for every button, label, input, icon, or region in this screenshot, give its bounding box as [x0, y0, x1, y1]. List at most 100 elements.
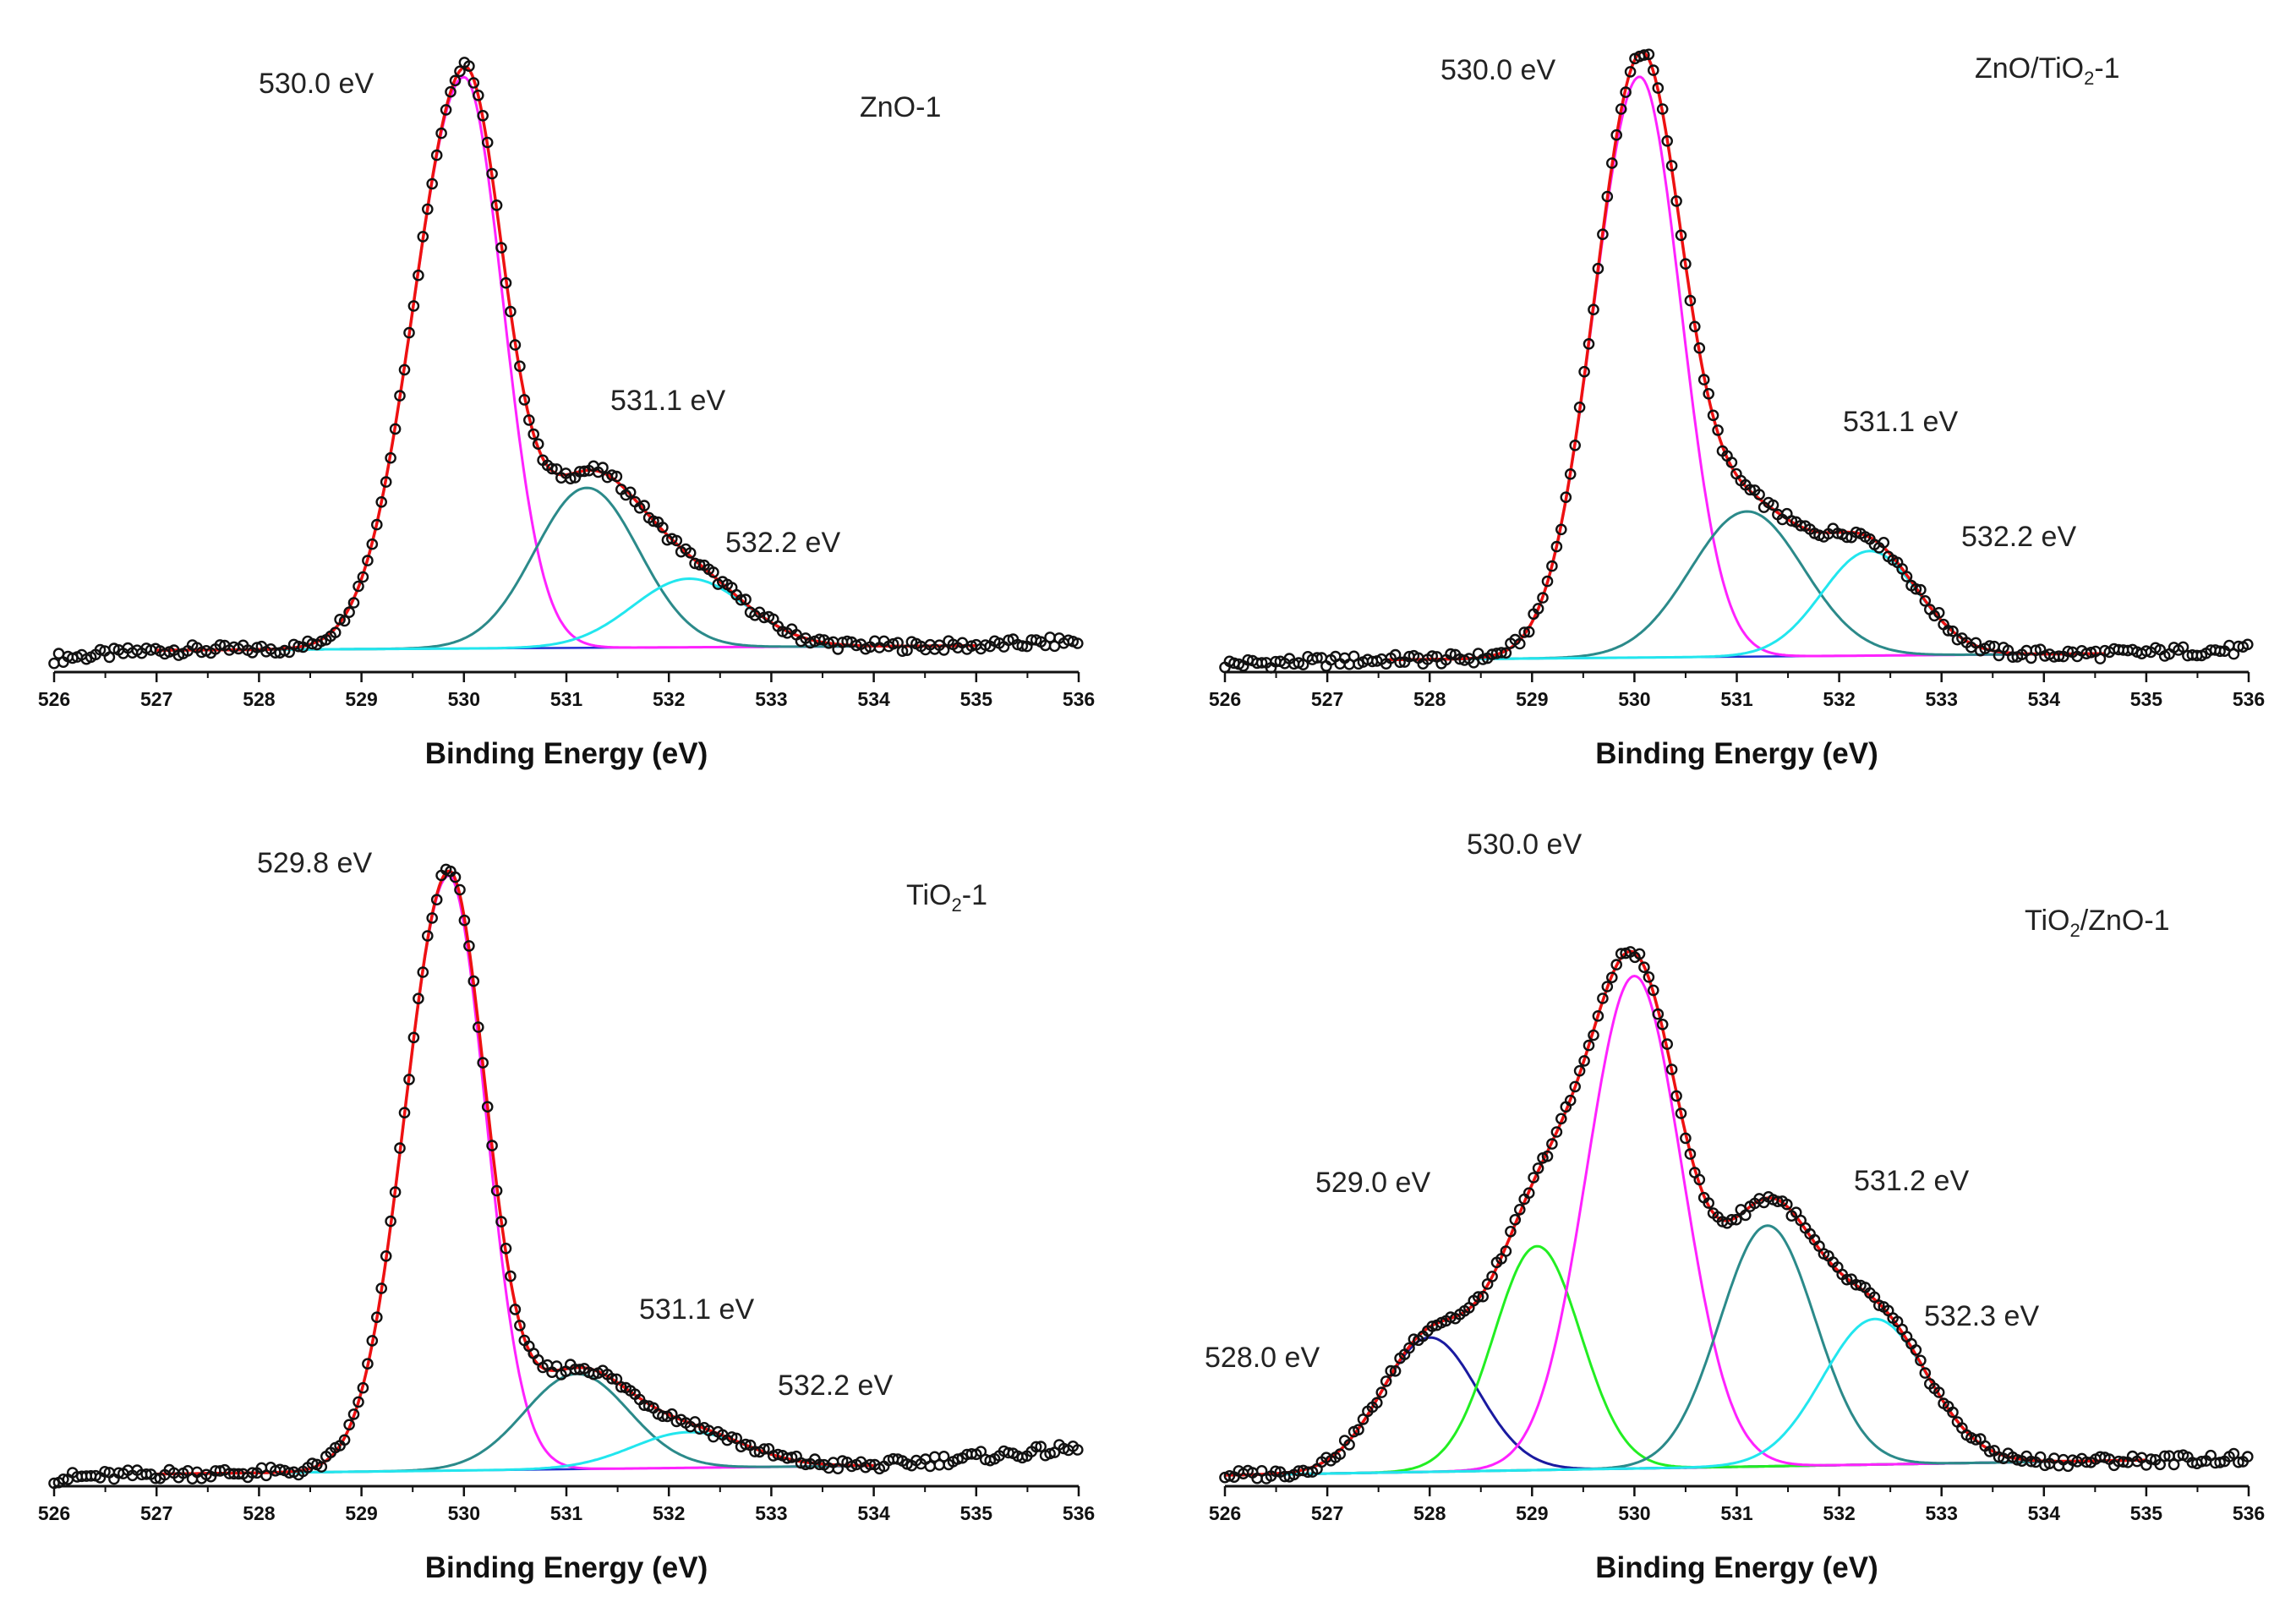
data-point	[1311, 652, 1323, 664]
data-point	[2233, 1456, 2244, 1468]
panel-zno-tio2-1: 526 527 528 529 530 531 532 533 534 535 536 Bindin…	[1209, 48, 2265, 770]
data-point	[565, 473, 577, 485]
x-tick-label: 536	[2233, 1502, 2265, 1524]
data-point	[1518, 626, 1530, 638]
data-point	[1588, 303, 1599, 316]
x-tick-label: 530	[448, 1502, 480, 1524]
data-point	[99, 1466, 111, 1478]
x-tick-label: 528	[1413, 688, 1446, 710]
data-point	[1597, 228, 1609, 241]
data-point	[1744, 484, 1756, 496]
data-point	[1840, 531, 1853, 544]
x-tick-label: 531	[550, 688, 583, 710]
data-point	[1785, 515, 1798, 527]
data-point	[1656, 103, 1669, 115]
x-tick-label: 529	[1516, 1502, 1548, 1524]
data-point	[1601, 190, 1614, 203]
component-peak-529-0	[1225, 1244, 2146, 1477]
data-point	[1569, 1080, 1581, 1093]
x-tick-label: 534	[857, 688, 890, 710]
x-tick-label: 527	[140, 1502, 172, 1524]
data-point	[1560, 491, 1572, 504]
data-point	[473, 1021, 484, 1033]
data-point	[1643, 48, 1655, 61]
peak-label-532-3: 532.3 eV	[1924, 1300, 2039, 1332]
panel-title: TiO2/ZnO-1	[2025, 905, 2170, 941]
data-point	[740, 593, 752, 605]
data-point	[315, 1461, 328, 1473]
data-point	[407, 1031, 420, 1044]
component-peak-531-1	[156, 486, 976, 652]
data-point	[1643, 971, 1655, 983]
fit-curves	[1388, 50, 2106, 662]
x-tick-label: 535	[2130, 688, 2163, 710]
component-peak-532-3	[1225, 1317, 2146, 1477]
data-point	[435, 127, 447, 139]
data-point	[1739, 1209, 1752, 1222]
data-point	[1546, 1138, 1558, 1150]
data-point	[901, 644, 913, 657]
data-point	[1684, 1148, 1697, 1160]
x-tick-label: 536	[1063, 688, 1095, 710]
data-point	[463, 940, 475, 952]
data-point	[1970, 1434, 1982, 1446]
x-axis: 526 527 528 529 530 531 532 533 534 535 536	[1209, 670, 2265, 710]
data-point	[385, 1215, 396, 1228]
x-tick-label: 534	[2028, 1502, 2061, 1524]
x-tick-label: 526	[38, 1502, 70, 1524]
data-point	[518, 394, 531, 406]
data-point	[1578, 1055, 1590, 1067]
peak-label-529-8: 529.8 eV	[257, 847, 372, 879]
data-point	[353, 580, 364, 593]
panel-zno-1: 526 527 528 529 530 531 532 533 534 535 536 Bindin…	[38, 57, 1095, 770]
data-point	[343, 1419, 355, 1431]
data-point	[938, 644, 950, 656]
data-point	[813, 633, 826, 646]
data-point	[440, 104, 452, 116]
data-point	[624, 486, 637, 499]
peak-label-532-2: 532.2 eV	[725, 527, 840, 559]
panel-tio2-zno-1: 526 527 528 529 530 531 532 533 534 535 536 Bindin…	[1205, 828, 2265, 1584]
x-tick-label: 533	[1926, 1502, 1958, 1524]
data-point	[1537, 592, 1549, 604]
data-point	[1730, 1213, 1742, 1226]
x-tick-label: 526	[1209, 1502, 1241, 1524]
x-tick-label: 532	[1823, 688, 1855, 710]
data-point	[375, 496, 388, 508]
data-point	[467, 77, 480, 89]
data-point	[426, 178, 439, 190]
data-point	[413, 269, 424, 282]
data-point	[1707, 409, 1719, 422]
data-point	[385, 451, 396, 464]
data-point	[2241, 1451, 2254, 1463]
data-point	[730, 1432, 743, 1445]
data-point	[1583, 1039, 1595, 1052]
data-point	[523, 414, 535, 426]
fit-envelope	[1224, 949, 2146, 1477]
data-point	[670, 534, 683, 547]
panel-title: ZnO/TiO2-1	[1975, 52, 2120, 89]
data-point	[505, 305, 517, 318]
data-point	[2025, 1455, 2037, 1468]
data-point	[454, 883, 466, 896]
data-point	[1532, 603, 1544, 615]
data-point	[1919, 595, 1932, 607]
data-point	[214, 639, 227, 651]
data-point	[606, 1373, 618, 1385]
data-point	[1223, 1470, 1236, 1482]
data-point	[473, 90, 484, 101]
x-tick-label: 529	[345, 1502, 377, 1524]
data-point	[357, 1381, 369, 1394]
data-point	[610, 470, 623, 483]
data-point	[1703, 1197, 1714, 1209]
data-point	[1353, 1424, 1364, 1435]
data-point	[338, 615, 351, 627]
x-tick-label: 533	[755, 1502, 787, 1524]
data-point	[1670, 1090, 1682, 1102]
data-point	[48, 657, 60, 670]
data-point	[1541, 575, 1554, 588]
data-point	[1573, 401, 1586, 413]
data-point	[938, 1451, 950, 1463]
data-point	[1564, 1094, 1577, 1107]
